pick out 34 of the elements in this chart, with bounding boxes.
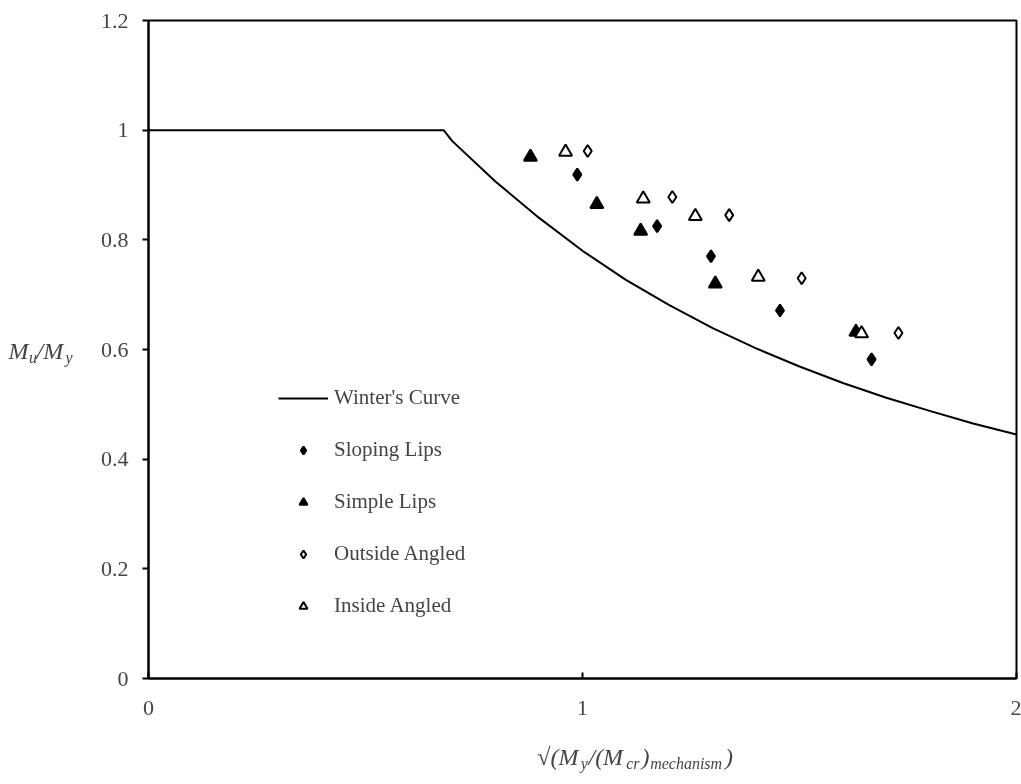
- y-tick-label: 0.6: [101, 336, 129, 362]
- point: [667, 190, 678, 205]
- y-tick-label: 0.4: [101, 446, 129, 472]
- legend-label: Inside Angled: [334, 593, 452, 618]
- point: [866, 352, 877, 367]
- point: [854, 325, 870, 339]
- y-tick-label: 0: [117, 665, 129, 691]
- point: [522, 148, 538, 162]
- point: [724, 208, 735, 223]
- x-tick-label: 0: [143, 694, 154, 720]
- point: [750, 268, 766, 282]
- point: [582, 144, 593, 158]
- point: [796, 271, 807, 286]
- x-tick-label: 2: [1010, 694, 1021, 720]
- y-tick-label: 0.2: [101, 555, 129, 581]
- point: [893, 326, 904, 341]
- legend-label: Outside Angled: [334, 541, 466, 566]
- point: [774, 303, 785, 318]
- legend-label: Sloping Lips: [334, 437, 442, 462]
- y-tick-label: 1: [117, 117, 129, 143]
- point: [589, 195, 605, 209]
- point: [687, 207, 703, 222]
- y-tick-label: 1.2: [101, 7, 129, 33]
- legend-label: Winter's Curve: [334, 385, 460, 410]
- point: [707, 275, 723, 289]
- point: [652, 219, 663, 234]
- y-tick-label: 0.8: [101, 226, 129, 252]
- x-tick-label: 1: [577, 694, 588, 720]
- point: [705, 249, 716, 264]
- point: [558, 143, 574, 157]
- legend-label: Simple Lips: [334, 489, 437, 514]
- point: [635, 190, 651, 204]
- point: [572, 167, 583, 182]
- point: [633, 222, 649, 236]
